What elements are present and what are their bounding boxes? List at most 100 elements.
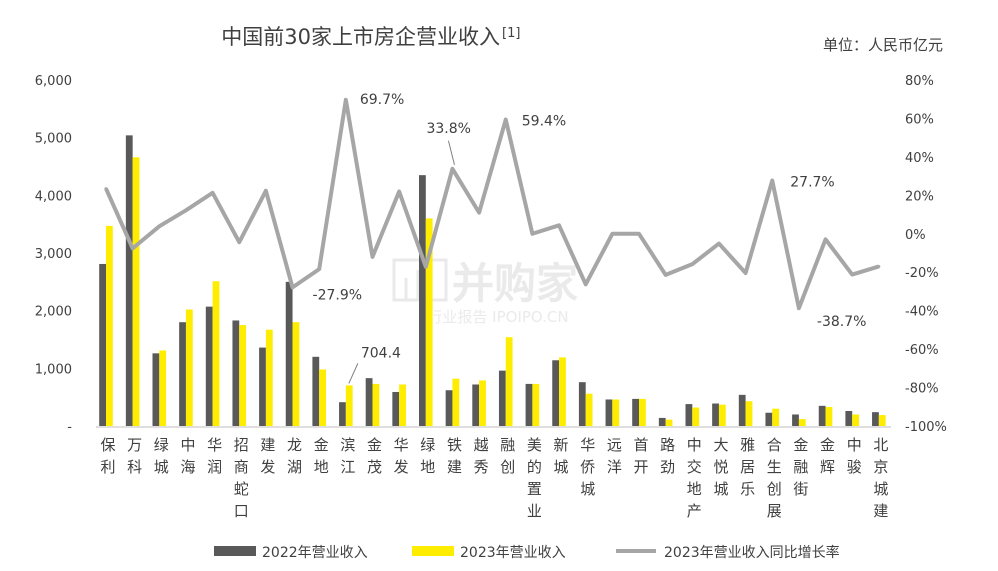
bar-2022 [818,405,826,426]
bar-2022 [872,412,879,426]
bar-2022 [632,398,639,426]
bar-2022 [792,414,799,426]
right-axis-tick-label: 60% [905,112,934,127]
annotation-label: 59.4% [522,114,566,130]
category-label: 华侨城 [580,436,595,498]
category-label: 绿地 [420,436,435,476]
growth-rate-point [664,273,668,277]
bar-2023 [612,399,620,426]
bar-2023 [692,407,700,426]
bar-2023 [798,419,806,426]
bar-2023 [825,406,833,426]
right-axis-tick-label: 40% [905,151,934,166]
category-labels: 保利万科绿城中海华润招商蛇口建发龙湖金地滨江金茂华发绿地铁建越秀融创美的置业新城… [100,436,888,520]
bar-2022 [685,404,693,426]
bar-2023 [479,380,486,426]
category-label: 金辉 [820,436,835,476]
left-axis-tick-label: - [67,420,72,435]
right-axis-tick-label: -100% [905,420,947,435]
growth-rate-point [211,191,215,195]
bar-2022 [738,394,746,426]
category-label: 越秀 [474,436,489,476]
bar-2022 [472,384,480,426]
right-axis-tick-label: -80% [905,382,939,397]
left-axis-tick-label: 1,000 [35,362,72,377]
left-axis-tick-label: 2,000 [35,305,72,320]
growth-rate-point [424,265,428,269]
bar-2023 [159,350,167,426]
annotations: 69.7% 33.8% 59.4% -27.9% 704.4 27.7% -38.7% [313,92,866,384]
growth-rate-point [450,167,454,171]
bar-2022 [765,412,773,426]
right-axis-tick-label: 0% [905,228,926,243]
bar-2023 [265,329,273,426]
bar-2022 [658,417,666,426]
bar-2023 [239,325,247,426]
bar-2022 [232,320,240,426]
bar-2023 [505,337,513,426]
bar-2023 [665,419,673,426]
left-axis-tick-label: 6,000 [35,74,72,89]
bar-2022 [445,390,453,426]
bar-2022 [205,306,213,426]
category-label: 北京城建 [873,436,888,520]
chart-title: 中国前30家上市房企营业收入 [221,25,500,49]
category-label: 新城 [554,436,569,476]
category-label: 绿城 [154,436,169,476]
growth-rate-point [744,271,748,275]
watermark-tagline: 行业报告 IPOIPO.CN [427,308,568,326]
unit-label: 单位：人民币亿元 [823,36,943,54]
legend-label: 2023年营业收入 [460,545,566,561]
right-axis-tick-label: -20% [905,266,939,281]
bar-2023 [559,357,566,426]
bar-2023 [452,378,460,426]
watermark-brand: 并购家 [452,259,578,308]
growth-rate-point [717,242,721,246]
growth-rate-point [637,232,641,236]
bar-2022 [152,353,160,426]
category-label: 华发 [394,436,409,476]
bars-layer [99,135,886,427]
left-axis-tick-label: 3,000 [35,247,72,262]
bar-2022 [99,263,106,426]
category-label: 融创 [500,436,515,476]
growth-line-layer [104,97,881,311]
bar-2023 [772,408,780,426]
category-label: 滨江 [340,436,355,476]
bar-2022 [179,322,186,426]
bar-2023 [878,415,886,426]
legend-label: 2022年营业收入 [262,545,368,561]
category-label: 金茂 [367,436,382,476]
growth-rate-point [344,98,348,102]
category-label: 远洋 [607,436,622,476]
annotation-leader [348,363,359,384]
category-label: 中海 [180,436,195,476]
category-label: 华润 [207,436,222,476]
bar-2023 [745,401,753,426]
growth-rate-point [264,189,268,193]
category-label: 雅居乐 [740,436,755,498]
left-axis-tick-label: 5,000 [35,132,72,147]
legend-swatch [214,546,256,556]
bar-2023 [345,385,353,426]
bar-2022 [125,135,133,427]
growth-rate-point [131,246,135,250]
bar-2023 [425,218,433,426]
category-label: 合生创展 [767,436,782,520]
growth-rate-point [797,306,801,310]
category-label: 中交地产 [687,436,702,520]
bar-2023 [106,225,113,426]
growth-rate-point [291,285,295,289]
right-axis-tick-label: -40% [905,305,939,320]
bar-2022 [525,383,533,426]
category-label: 路劲 [660,436,675,476]
category-label: 龙湖 [287,436,302,476]
bar-2023 [585,393,593,426]
category-label: 金地 [314,436,329,476]
bar-2023 [319,369,326,426]
growth-rate-point [104,187,108,191]
bar-2022 [605,399,613,426]
bar-2022 [845,411,853,426]
right-axis-tick-label: 80% [905,74,934,89]
growth-rate-point [477,211,481,215]
